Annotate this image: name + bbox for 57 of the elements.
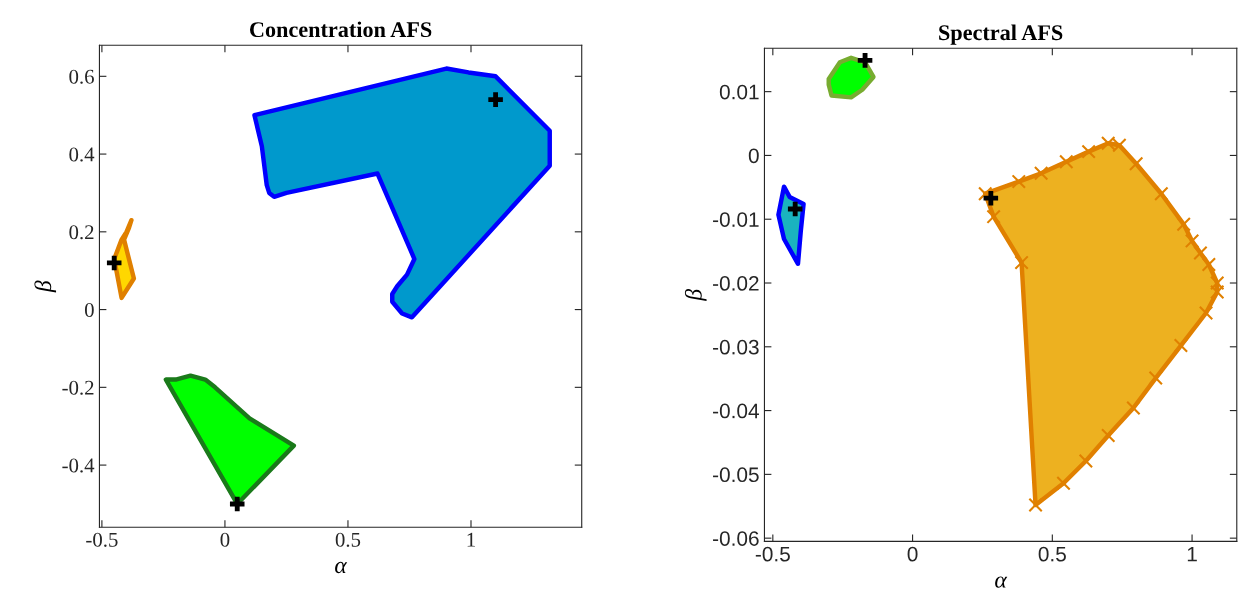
chart-title: Concentration AFS [250,21,432,38]
point [1148,370,1163,386]
point [1128,156,1144,171]
point [1014,255,1029,270]
x-tick-label: -0.5 [755,546,790,562]
chart-title: Spectral AFS [939,24,1063,45]
point [1173,338,1189,353]
y-tick-label: 0 [84,302,94,318]
y-tick-label: -0.2 [62,380,94,395]
point [1033,166,1049,181]
y-tick-label: -0.05 [713,467,759,483]
y-tick-label: -0.03 [713,339,759,355]
point [1201,257,1217,272]
point [1184,233,1200,249]
point [986,209,1001,224]
x-tick-label: 0 [220,532,230,547]
x-axis-title: α [995,576,1008,588]
x-tick-label: 0.5 [1038,546,1066,562]
point [106,255,122,271]
y-axis-title: β [684,288,707,302]
x-axis-title: α [335,561,348,574]
point [1081,144,1096,159]
point [1176,217,1191,232]
y-tick-label: -0.06 [713,531,759,546]
point [1126,400,1141,416]
point [787,201,803,217]
y-tick-label: -0.01 [713,212,759,227]
x-tick-label: 0.5 [335,532,361,547]
y-tick-label: 0.2 [69,225,94,240]
y-tick-label: -0.4 [62,458,95,473]
y-tick-label: -0.02 [713,276,759,291]
x-tick-label: -0.5 [86,532,118,547]
y-tick-label: 0 [748,148,759,164]
x-tick-label: 0 [907,546,918,562]
point [983,190,999,206]
point [1193,245,1208,261]
point [1154,186,1169,201]
y-tick-label: -0.04 [713,403,759,419]
y-tick-label: 0.6 [69,69,94,84]
x-tick-label: 1 [1187,546,1197,562]
point [488,92,503,107]
point [1100,428,1116,443]
y-tick-label: 0.4 [69,147,95,162]
point [1011,174,1027,189]
x-tick-label: 1 [467,532,475,547]
point [1209,284,1225,300]
point [1059,154,1074,170]
point [1028,497,1043,513]
point [229,496,245,512]
point [1056,476,1071,491]
y-axis-title: β [34,280,57,293]
point [1078,453,1094,469]
point [1209,275,1225,291]
point [977,186,993,201]
y-tick-label: 0.01 [719,84,759,100]
point [1198,305,1214,321]
point [857,53,873,68]
